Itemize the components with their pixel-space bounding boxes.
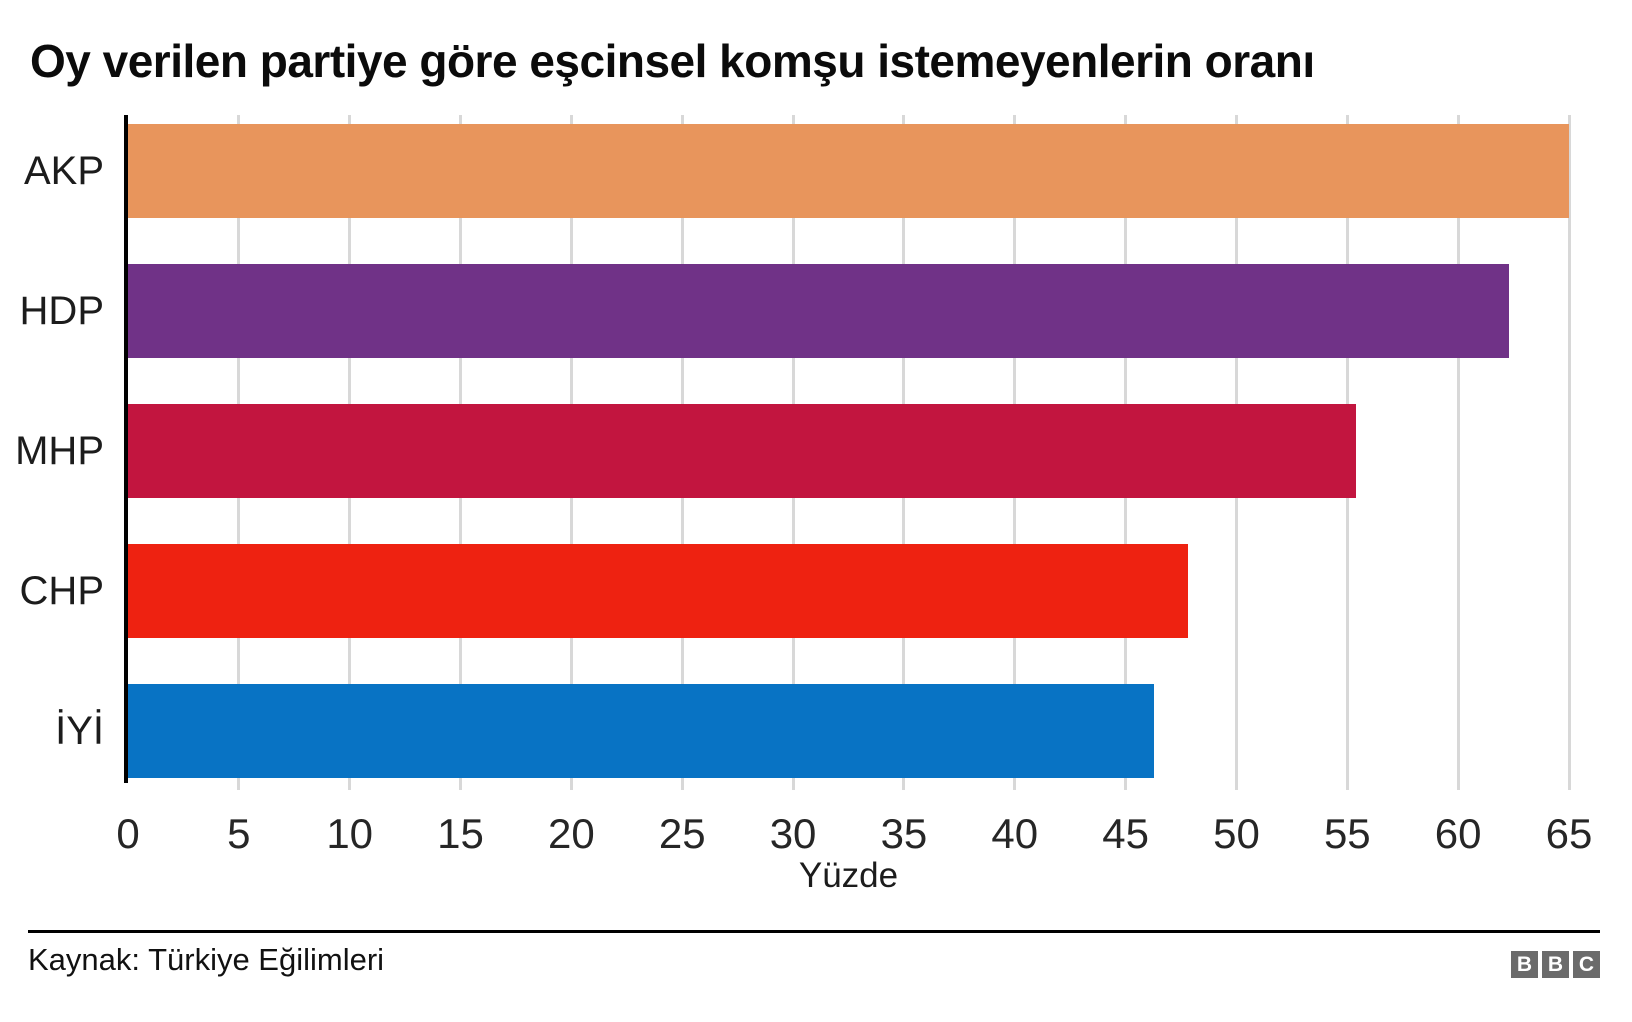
bar-AKP <box>128 124 1569 218</box>
x-tick-label-5: 5 <box>227 810 251 857</box>
bbc-logo-block-2: B <box>1542 951 1569 978</box>
x-tick-label-25: 25 <box>658 810 706 857</box>
x-tick-label-50: 50 <box>1213 810 1260 857</box>
x-tick-label-30: 30 <box>769 810 817 857</box>
bar-CHP <box>128 544 1188 638</box>
gridline-65 <box>1567 115 1571 790</box>
x-tick-label-15: 15 <box>437 810 484 857</box>
category-label-İYİ: İYİ <box>55 708 104 753</box>
bbc-logo-block-3: C <box>1573 951 1600 978</box>
x-tick-label-20: 20 <box>548 810 595 857</box>
footer-divider <box>28 930 1600 933</box>
category-label-AKP: AKP <box>23 148 104 193</box>
category-label-MHP: MHP <box>15 428 104 473</box>
category-label-CHP: CHP <box>19 568 104 613</box>
x-tick-label-40: 40 <box>991 810 1039 857</box>
plot-area <box>128 115 1571 790</box>
y-axis-line <box>124 115 128 783</box>
category-label-HDP: HDP <box>19 288 104 333</box>
bar-İYİ <box>128 684 1155 778</box>
bbc-logo-block-1: B <box>1511 951 1538 978</box>
x-tick-label-0: 0 <box>116 810 140 857</box>
x-tick-label-45: 45 <box>1102 810 1149 857</box>
x-tick-label-55: 55 <box>1323 810 1371 857</box>
gridline-60 <box>1456 115 1460 790</box>
x-axis-title: Yüzde <box>798 856 899 895</box>
x-tick-label-10: 10 <box>326 810 374 857</box>
bar-HDP <box>128 264 1510 358</box>
bar-MHP <box>128 404 1357 498</box>
x-tick-label-65: 65 <box>1545 810 1593 857</box>
chart-title: Oy verilen partiye göre eşcinsel komşu i… <box>30 35 1315 87</box>
source-attribution: Kaynak: Türkiye Eğilimleri <box>28 942 385 977</box>
x-tick-label-60: 60 <box>1434 810 1482 857</box>
x-tick-label-35: 35 <box>880 810 928 857</box>
